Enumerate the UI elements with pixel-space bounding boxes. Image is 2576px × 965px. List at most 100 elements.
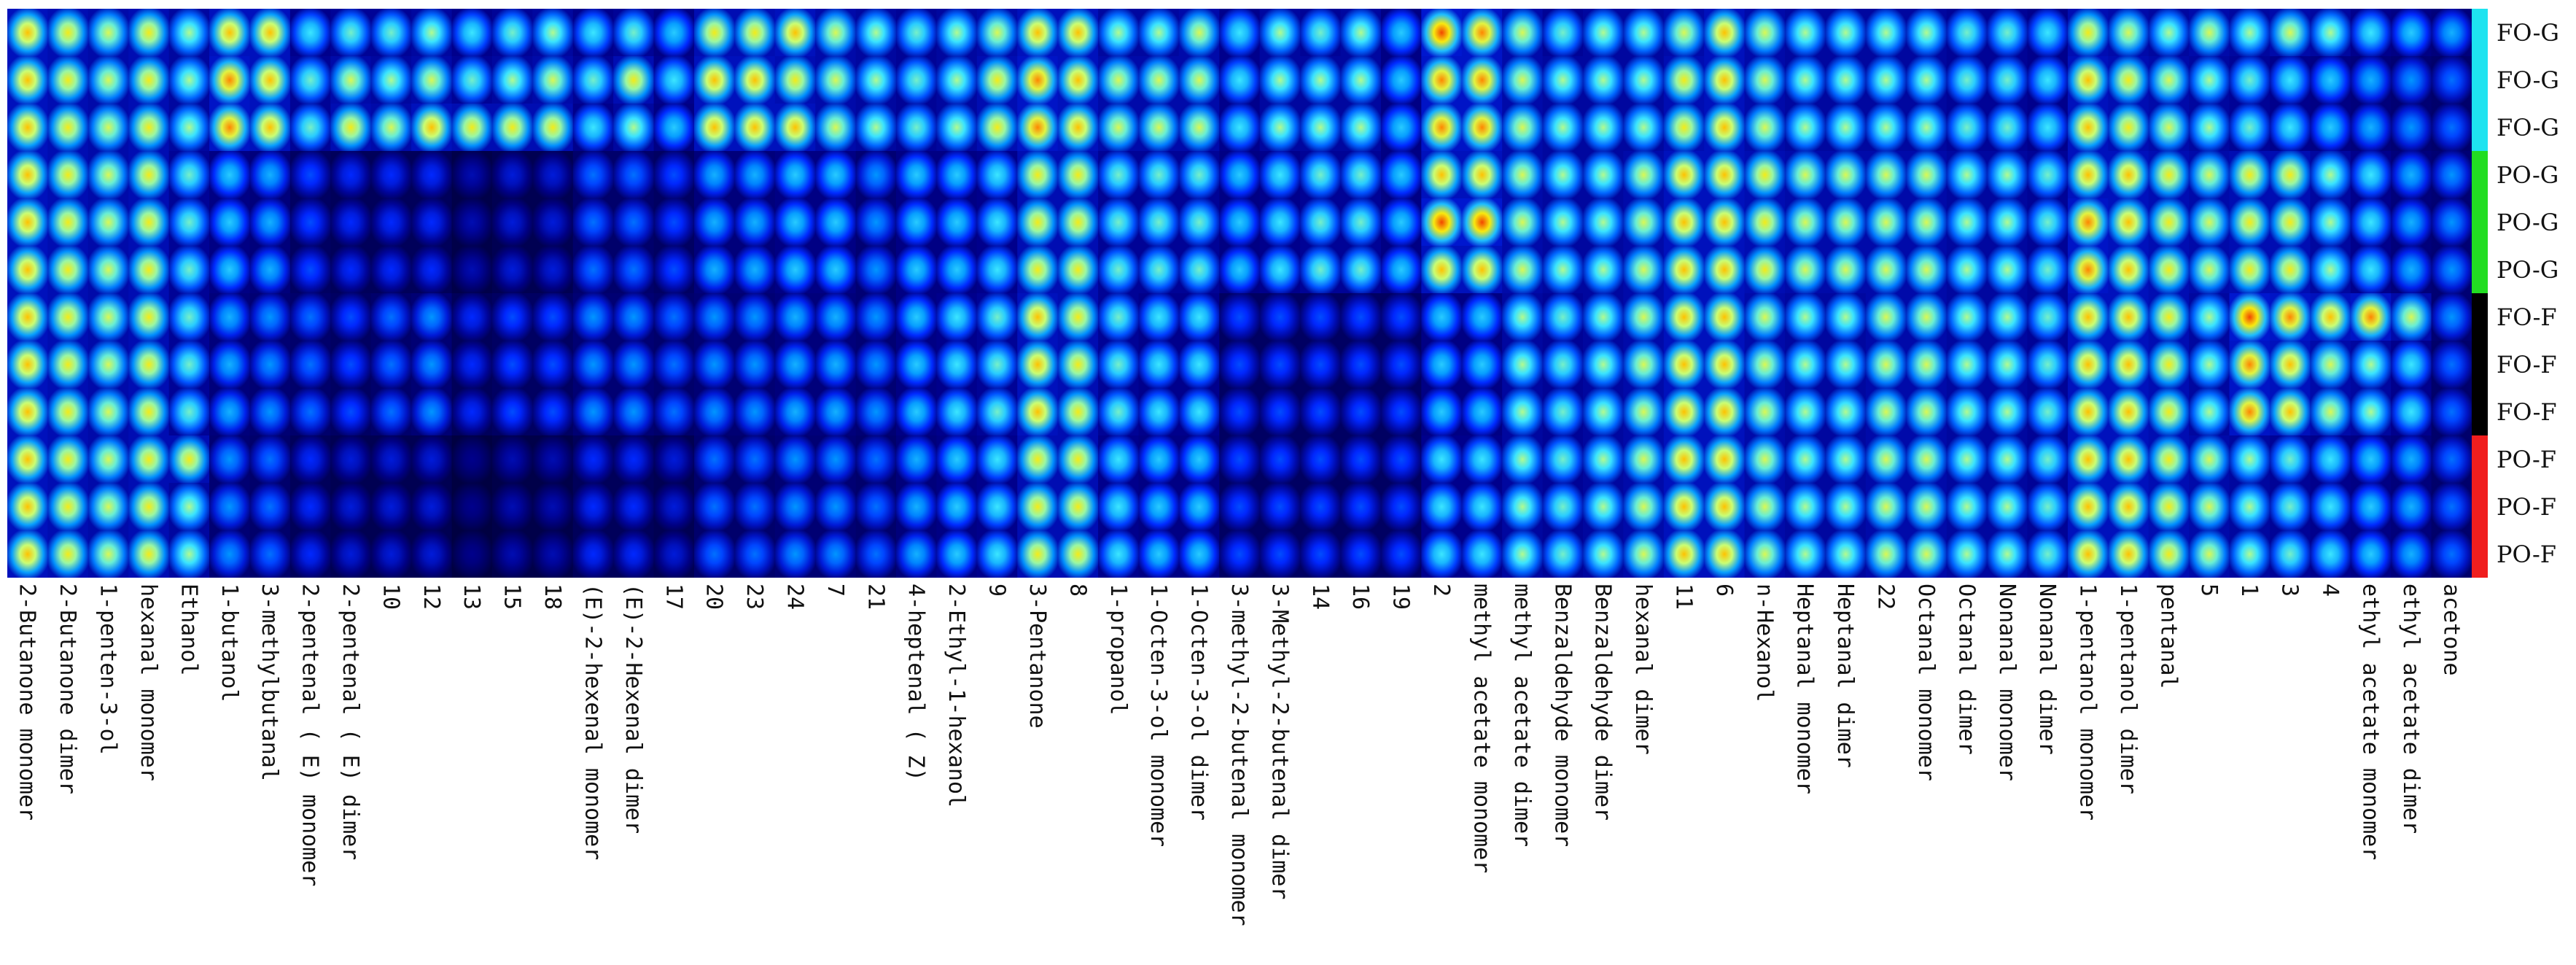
heatmap-cell [128, 530, 170, 578]
heatmap-cell [2350, 530, 2392, 578]
heatmap-cell [1259, 56, 1301, 104]
heatmap-cell [2148, 483, 2190, 531]
heatmap-cell [47, 530, 89, 578]
heatmap-cell [370, 341, 412, 389]
heatmap-cell [1057, 151, 1099, 199]
heatmap-cell [1219, 341, 1261, 389]
heatmap-cell [815, 56, 857, 104]
heatmap-cell [491, 246, 533, 294]
heatmap-cell [2108, 246, 2149, 294]
heatmap-cell [1623, 435, 1665, 484]
heatmap-cell [1582, 198, 1624, 247]
heatmap-svg [7, 9, 2472, 578]
heatmap-cell [1502, 483, 1544, 531]
heatmap-cell [1340, 483, 1382, 531]
heatmap-cell [1017, 341, 1059, 389]
heatmap-cell [209, 293, 250, 341]
heatmap-cell [1987, 198, 2028, 247]
heatmap-cell [249, 341, 291, 389]
heatmap-cell [1987, 435, 2028, 484]
heatmap-cell [976, 388, 1018, 436]
heatmap-cell [2229, 293, 2270, 341]
heatmap-cell [370, 388, 412, 436]
heatmap-cell [774, 198, 816, 247]
heatmap-cell [976, 246, 1018, 294]
heatmap-cell [1057, 483, 1099, 531]
heatmap-cell [936, 246, 978, 294]
column-label: 18 [540, 584, 566, 611]
heatmap-cell [330, 151, 372, 199]
heatmap-cell [491, 198, 533, 247]
heatmap-cell [774, 293, 816, 341]
heatmap-cell [613, 9, 655, 57]
heatmap-cell [1380, 9, 1422, 57]
heatmap-cell [209, 341, 250, 389]
heatmap-cell [330, 104, 372, 152]
heatmap-cell [411, 530, 453, 578]
heatmap-cell [1421, 483, 1463, 531]
heatmap-cell [734, 341, 776, 389]
heatmap-cell [87, 198, 129, 247]
heatmap-cell [2189, 530, 2230, 578]
heatmap-cell [1219, 198, 1261, 247]
heatmap-cell [896, 9, 937, 57]
heatmap-cell [249, 104, 291, 152]
heatmap-cell [1098, 530, 1139, 578]
heatmap-cell [1744, 9, 1786, 57]
heatmap-cell [1098, 9, 1139, 57]
heatmap-cell [2067, 435, 2109, 484]
heatmap-cell [896, 483, 937, 531]
heatmap-cell [1744, 341, 1786, 389]
heatmap-cell [532, 435, 574, 484]
heatmap-cell [2229, 104, 2270, 152]
heatmap-cell [855, 435, 897, 484]
heatmap-cell [774, 435, 816, 484]
heatmap-cell [1300, 9, 1342, 57]
heatmap-cell [370, 435, 412, 484]
heatmap-cell [936, 483, 978, 531]
heatmap-cell [1138, 56, 1180, 104]
heatmap-cell [2108, 435, 2149, 484]
heatmap-cell [1906, 341, 1947, 389]
heatmap-cell [2269, 104, 2311, 152]
heatmap-cell [1098, 341, 1139, 389]
heatmap-cell [1825, 151, 1867, 199]
heatmap-cell [168, 293, 210, 341]
heatmap-cell [572, 483, 614, 531]
heatmap-cell [1785, 483, 1826, 531]
heatmap-cell [1259, 293, 1301, 341]
column-label: 3-methylbutanal [257, 584, 283, 781]
heatmap-cell [2391, 104, 2432, 152]
heatmap-cell [1906, 246, 1947, 294]
heatmap-cell [1380, 388, 1422, 436]
row-label: FO-F [2497, 398, 2557, 426]
heatmap-cell [1704, 530, 1746, 578]
heatmap-cell [1300, 246, 1342, 294]
heatmap-cell [411, 435, 453, 484]
heatmap-cell [1421, 246, 1463, 294]
heatmap-cell [936, 56, 978, 104]
heatmap-cell [1906, 56, 1947, 104]
heatmap-cell [451, 104, 493, 152]
heatmap-cell [2027, 341, 2069, 389]
heatmap-cell [1017, 435, 1059, 484]
heatmap-cell [2269, 483, 2311, 531]
heatmap-cell [2189, 246, 2230, 294]
heatmap-cell [2148, 293, 2190, 341]
heatmap-cell [491, 293, 533, 341]
heatmap-cell [1825, 388, 1867, 436]
column-label: 2-Ethyl-1-hexanol [943, 584, 970, 808]
heatmap-cell [1502, 530, 1544, 578]
heatmap-cell [168, 341, 210, 389]
heatmap-cell [2310, 435, 2351, 484]
heatmap-cell [734, 435, 776, 484]
heatmap-cell [572, 530, 614, 578]
heatmap-cell [289, 435, 331, 484]
heatmap-cell [370, 246, 412, 294]
heatmap-cell [2148, 341, 2190, 389]
heatmap-cell [491, 56, 533, 104]
heatmap-cell [653, 246, 695, 294]
heatmap-cell [2067, 246, 2109, 294]
heatmap-cell [1582, 293, 1624, 341]
heatmap-cell [1178, 246, 1220, 294]
